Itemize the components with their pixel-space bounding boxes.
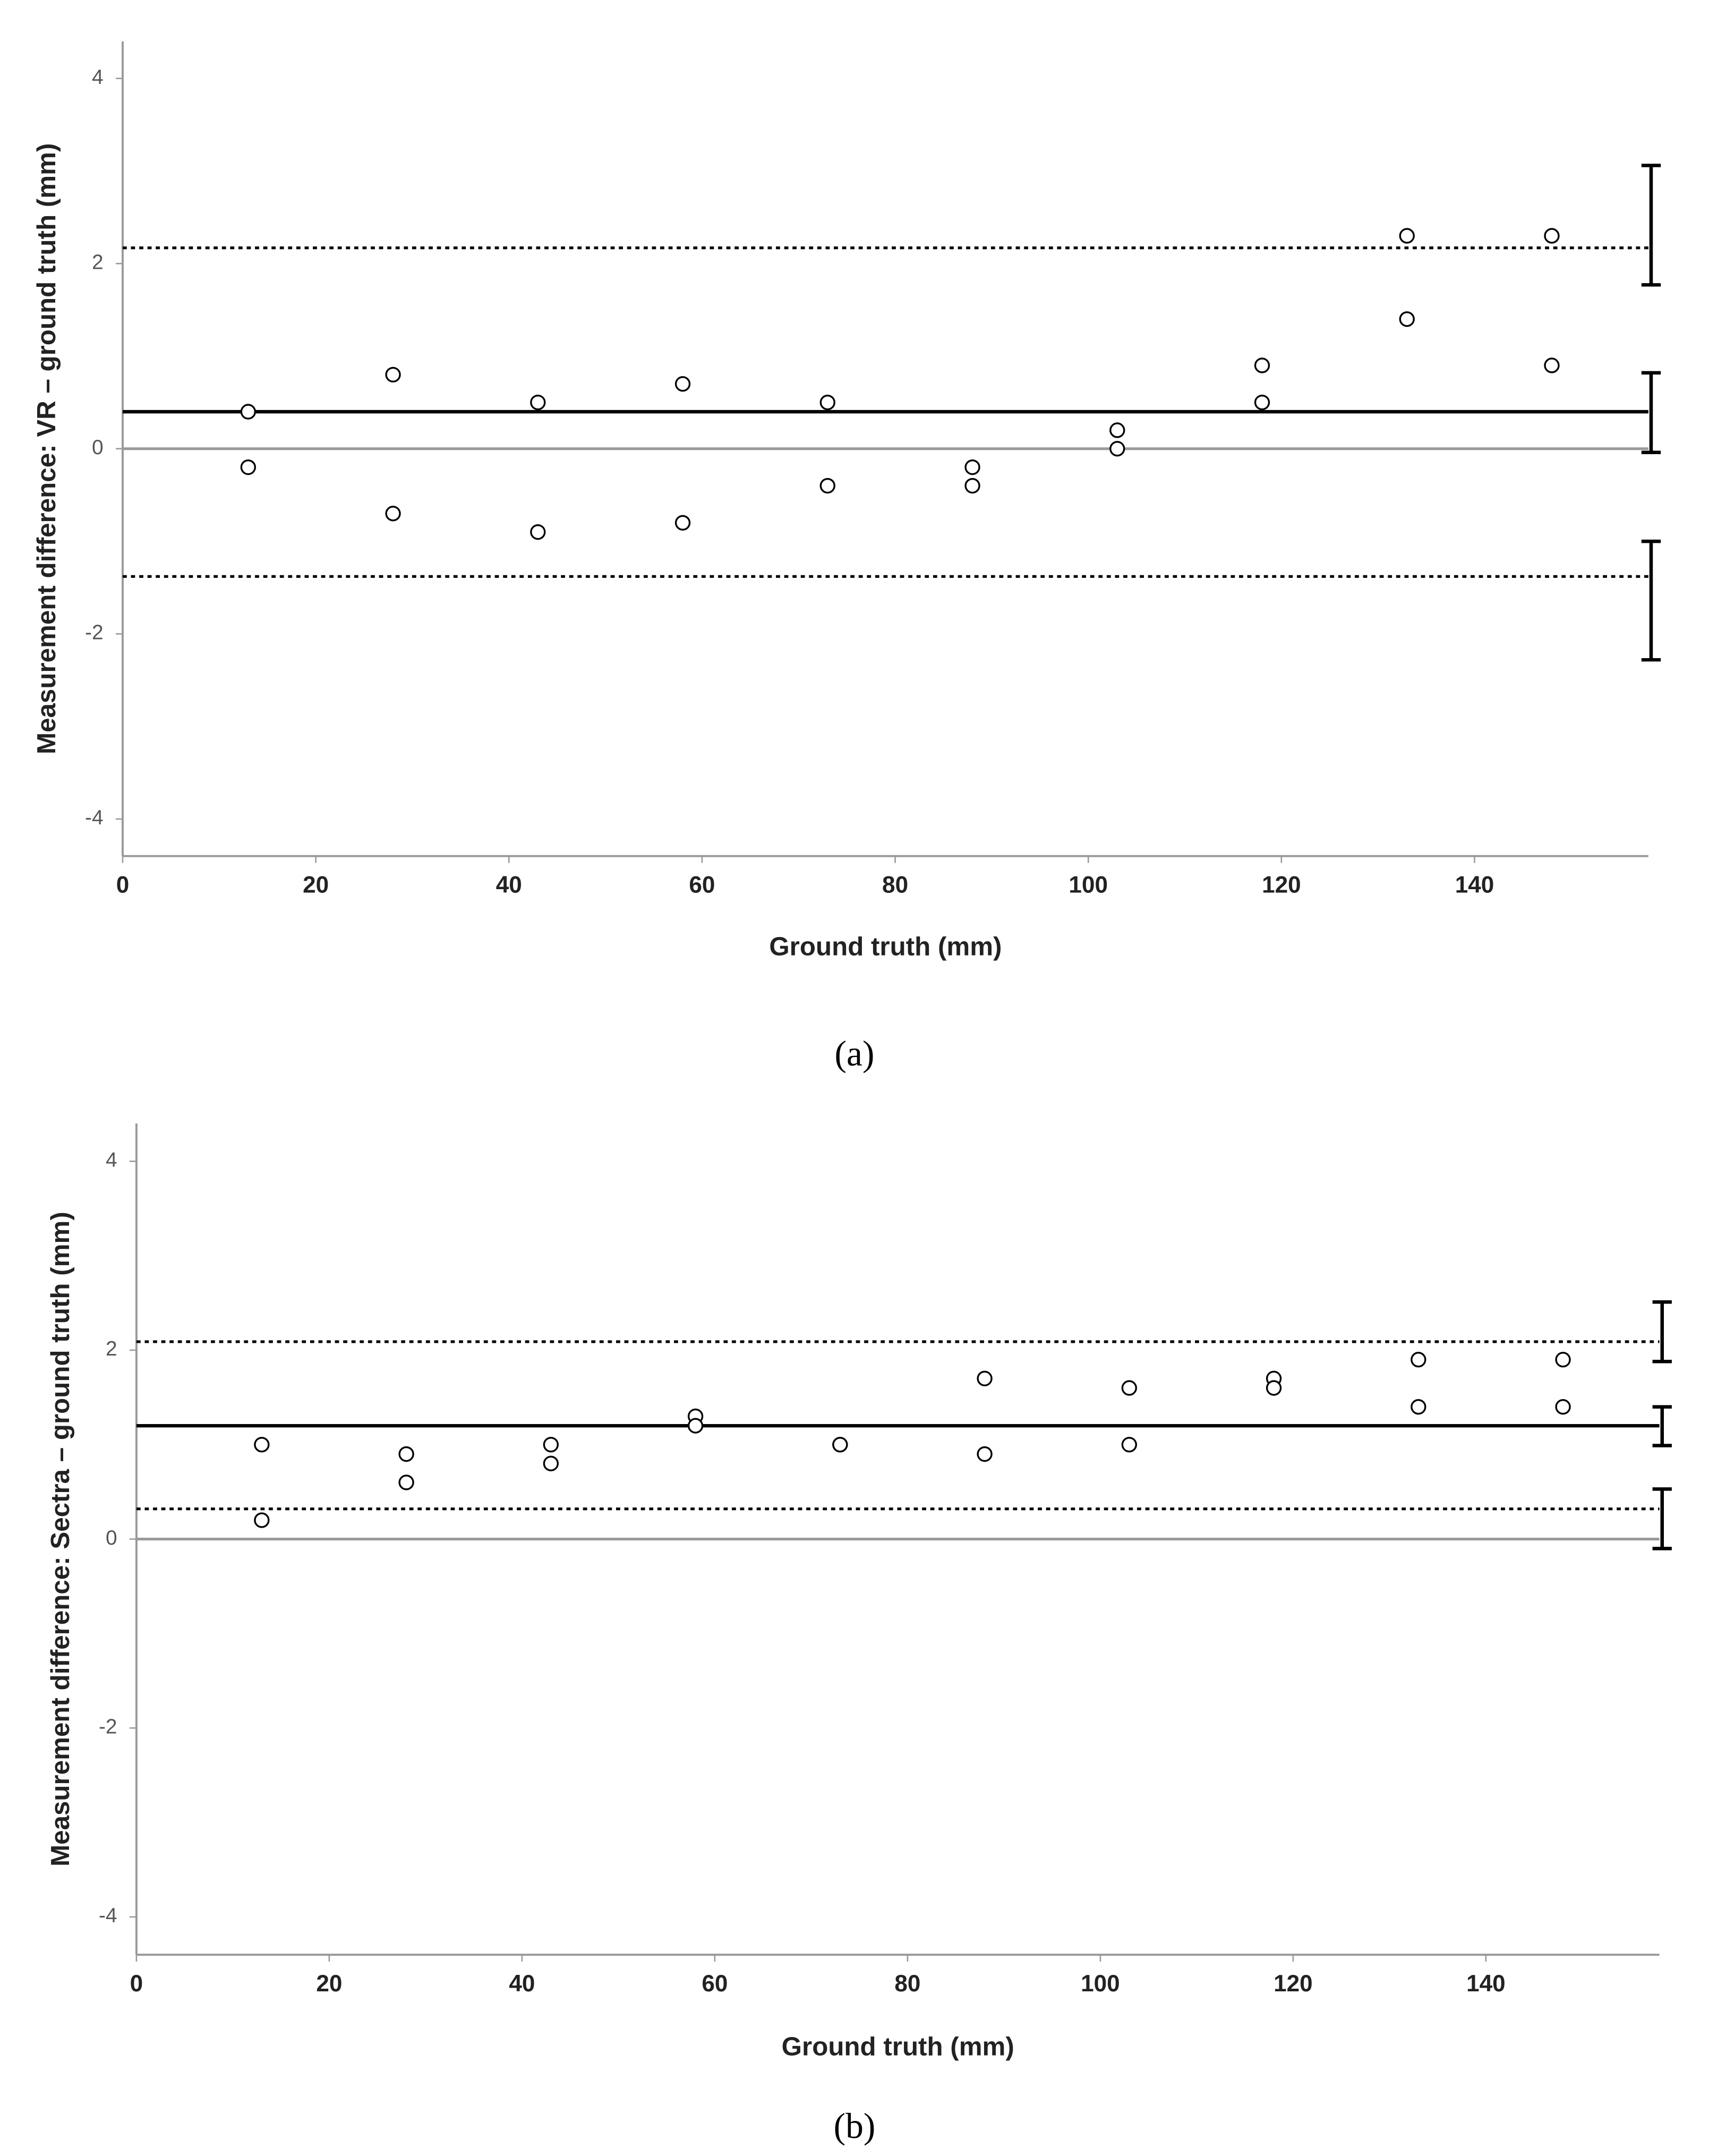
y-tick-label: -4	[99, 1904, 117, 1927]
point	[1544, 357, 1560, 373]
x-tick-label: 20	[316, 1971, 342, 1997]
y-tick-label: 0	[92, 436, 104, 459]
point	[1555, 1399, 1571, 1415]
confidence-interval	[1641, 164, 1661, 287]
x-tick-label: 20	[303, 872, 329, 898]
point	[674, 376, 691, 392]
x-axis-label: Ground truth (mm)	[782, 2032, 1014, 2061]
point	[964, 478, 980, 494]
point	[1266, 1380, 1282, 1396]
point	[530, 524, 546, 540]
x-tick-label: 100	[1081, 1971, 1120, 1997]
x-tick-label: 60	[689, 872, 715, 898]
y-tick-label: 4	[106, 1149, 117, 1172]
point	[1121, 1380, 1138, 1396]
point	[543, 1437, 559, 1453]
x-axis-label: Ground truth (mm)	[769, 932, 1002, 961]
x-tick-label: 40	[509, 1971, 535, 1997]
point	[385, 506, 401, 522]
y-tick-label: -4	[85, 806, 104, 829]
point	[819, 478, 835, 494]
y-tick-label: -2	[99, 1716, 117, 1739]
x-tick-label: 120	[1274, 1971, 1313, 1997]
y-tick-label: -2	[85, 621, 104, 644]
point	[543, 1455, 559, 1471]
point	[254, 1437, 270, 1453]
y-tick-label: 4	[92, 66, 104, 89]
x-tick-label: 0	[116, 872, 130, 898]
confidence-interval	[1641, 371, 1661, 455]
point	[964, 459, 980, 475]
point	[398, 1475, 414, 1490]
point	[240, 459, 257, 475]
confidence-interval	[1652, 1300, 1672, 1364]
y-tick-label: 2	[92, 251, 104, 274]
point	[240, 404, 257, 420]
y-axis-label: Measurement difference: VR – ground trut…	[32, 143, 61, 754]
x-tick-label: 140	[1455, 872, 1494, 898]
point	[385, 367, 401, 383]
point	[1399, 311, 1415, 327]
x-tick-label: 140	[1466, 1971, 1506, 1997]
point	[1544, 228, 1560, 244]
point	[977, 1446, 993, 1462]
point	[1555, 1352, 1571, 1368]
point	[832, 1437, 848, 1453]
point	[1254, 395, 1270, 411]
x-tick-label: 0	[130, 1971, 143, 1997]
point	[254, 1512, 270, 1528]
point	[1411, 1399, 1426, 1415]
point	[1399, 228, 1415, 244]
x-tick-label: 40	[496, 872, 522, 898]
confidence-interval	[1652, 1487, 1672, 1550]
x-tick-label: 60	[702, 1971, 728, 1997]
x-tick-label: 80	[882, 872, 908, 898]
caption: (a)	[835, 1034, 875, 1073]
point	[1109, 441, 1125, 457]
x-tick-label: 100	[1069, 872, 1108, 898]
caption: (b)	[834, 2106, 876, 2146]
point	[1121, 1437, 1138, 1453]
point	[819, 395, 835, 411]
y-tick-label: 2	[106, 1337, 117, 1360]
y-tick-label: 0	[106, 1527, 117, 1549]
confidence-interval	[1652, 1405, 1672, 1447]
point	[530, 395, 546, 411]
y-axis-label: Measurement difference: Sectra – ground …	[46, 1212, 75, 1867]
point	[687, 1418, 704, 1434]
point	[1109, 422, 1125, 438]
point	[977, 1370, 993, 1386]
confidence-interval	[1641, 539, 1661, 662]
point	[674, 515, 691, 531]
x-tick-label: 80	[894, 1971, 920, 1997]
point	[398, 1446, 414, 1462]
point	[1411, 1352, 1426, 1368]
point	[1254, 357, 1270, 373]
x-tick-label: 120	[1262, 872, 1301, 898]
